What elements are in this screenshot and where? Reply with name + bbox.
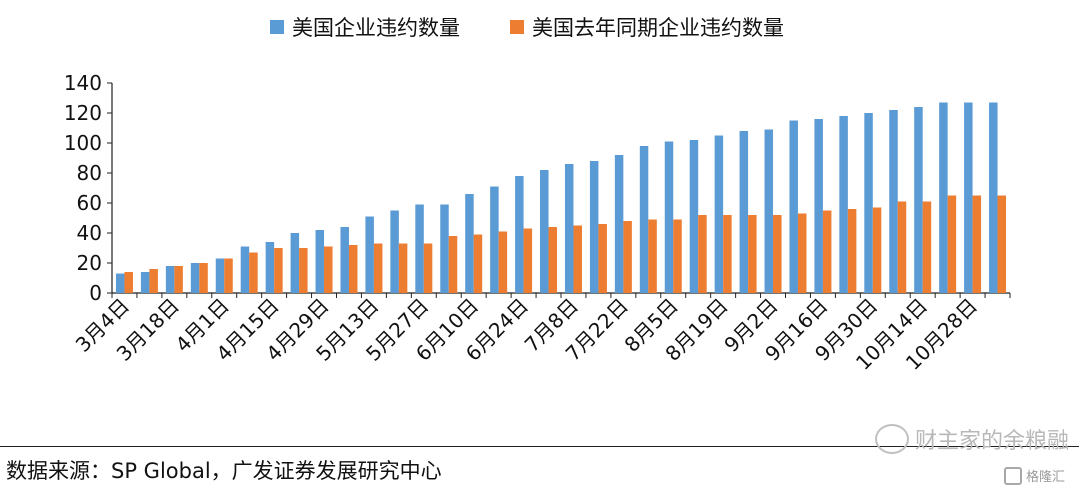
chart-legend: 美国企业违约数量 美国去年同期企业违约数量 [270, 12, 784, 42]
bar-series-2 [149, 269, 158, 293]
bar-series-1 [365, 216, 374, 293]
bar-series-1 [140, 272, 150, 293]
bar-series-1 [639, 146, 649, 293]
bar-series-1 [964, 102, 973, 293]
watermark: 财主家的余粮融 [874, 423, 1069, 455]
legend-label-series-2: 美国去年同期企业违约数量 [532, 16, 784, 40]
bar-series-1 [440, 204, 449, 293]
bar-series-2 [473, 234, 483, 293]
bar-series-2 [324, 246, 333, 293]
bar-series-2 [648, 219, 657, 293]
bar-series-1 [290, 233, 300, 293]
bar-series-2 [922, 201, 932, 293]
bar-series-1 [240, 246, 250, 293]
y-tick-label: 0 [89, 281, 102, 305]
bar-series-2 [673, 219, 682, 293]
bar-series-1 [490, 186, 499, 293]
bar-series-1 [839, 116, 848, 293]
bar-series-1 [989, 102, 998, 293]
bar-series-2 [822, 210, 832, 293]
bar-series-2 [498, 231, 508, 293]
bar-series-2 [348, 245, 358, 293]
legend-swatch-series-2 [510, 20, 524, 34]
bar-series-2 [249, 252, 258, 293]
footer-divider [0, 446, 1079, 447]
legend-item-series-1: 美国企业违约数量 [270, 12, 460, 42]
bar-series-2 [897, 201, 907, 293]
bar-series-2 [124, 272, 133, 293]
bar-series-2 [723, 215, 732, 293]
bar-series-1 [814, 119, 823, 293]
bar-series-2 [773, 215, 782, 293]
bar-chart: 0204060801001201403月4日3月18日4月1日4月15日4月29… [64, 71, 1011, 375]
brand-logo-icon [1003, 466, 1022, 485]
bar-series-1 [789, 120, 798, 293]
bar-series-2 [423, 243, 433, 293]
bar-series-2 [598, 224, 607, 293]
bar-series-2 [398, 243, 408, 293]
bar-series-2 [174, 266, 183, 293]
bar-series-1 [764, 129, 774, 293]
bar-series-1 [914, 107, 923, 293]
y-tick-label: 140 [64, 71, 102, 95]
bar-series-2 [373, 243, 383, 293]
bar-series-2 [698, 215, 707, 293]
bar-series-2 [972, 195, 982, 293]
bar-series-1 [465, 194, 474, 293]
bar-series-1 [390, 210, 399, 293]
bar-series-2 [947, 195, 957, 293]
data-source-note: 数据来源：SP Global，广发证券发展研究中心 [6, 459, 442, 483]
bar-series-2 [997, 195, 1007, 293]
bar-series-2 [548, 227, 558, 293]
watermark-text: 财主家的余粮融 [914, 429, 1069, 454]
bar-series-2 [623, 221, 632, 293]
bar-series-2 [748, 215, 757, 293]
bar-series-2 [224, 258, 233, 293]
legend-item-series-2: 美国去年同期企业违约数量 [510, 12, 784, 42]
y-tick-label: 60 [77, 191, 102, 215]
bar-series-2 [274, 248, 283, 293]
bar-series-1 [265, 242, 275, 293]
y-tick-label: 40 [77, 221, 102, 245]
bar-series-1 [564, 164, 574, 293]
bar-series-1 [614, 155, 624, 293]
bar-series-1 [864, 113, 873, 293]
legend-label-series-1: 美国企业违约数量 [292, 16, 460, 40]
bar-series-1 [165, 266, 175, 293]
y-tick-label: 80 [77, 161, 102, 185]
bar-series-2 [573, 225, 582, 293]
bar-series-1 [215, 258, 225, 293]
y-tick-label: 100 [64, 131, 102, 155]
bar-series-2 [523, 228, 533, 293]
y-tick-label: 20 [77, 251, 102, 275]
wechat-icon [874, 424, 909, 454]
bar-series-2 [847, 209, 857, 293]
bar-series-1 [739, 131, 749, 293]
bar-series-2 [299, 248, 308, 293]
bar-series-2 [872, 207, 882, 293]
bar-series-1 [939, 102, 948, 293]
bar-series-2 [797, 213, 807, 293]
bar-series-1 [714, 135, 724, 293]
legend-swatch-series-1 [270, 20, 284, 34]
bar-series-1 [664, 141, 674, 293]
bar-series-1 [415, 204, 424, 293]
bar-series-1 [689, 140, 699, 293]
bar-series-2 [199, 263, 208, 293]
bar-series-1 [889, 110, 898, 293]
y-tick-label: 120 [64, 101, 102, 125]
brand-mark: 格隆汇 [1003, 466, 1065, 485]
bar-series-1 [115, 273, 125, 293]
bar-series-1 [515, 176, 524, 293]
bar-series-1 [340, 227, 349, 293]
bar-series-2 [448, 236, 458, 293]
bar-series-1 [589, 161, 599, 293]
bar-series-1 [190, 263, 200, 293]
bar-series-1 [315, 230, 325, 293]
brand-text: 格隆汇 [1025, 470, 1065, 485]
bar-series-1 [540, 170, 549, 293]
